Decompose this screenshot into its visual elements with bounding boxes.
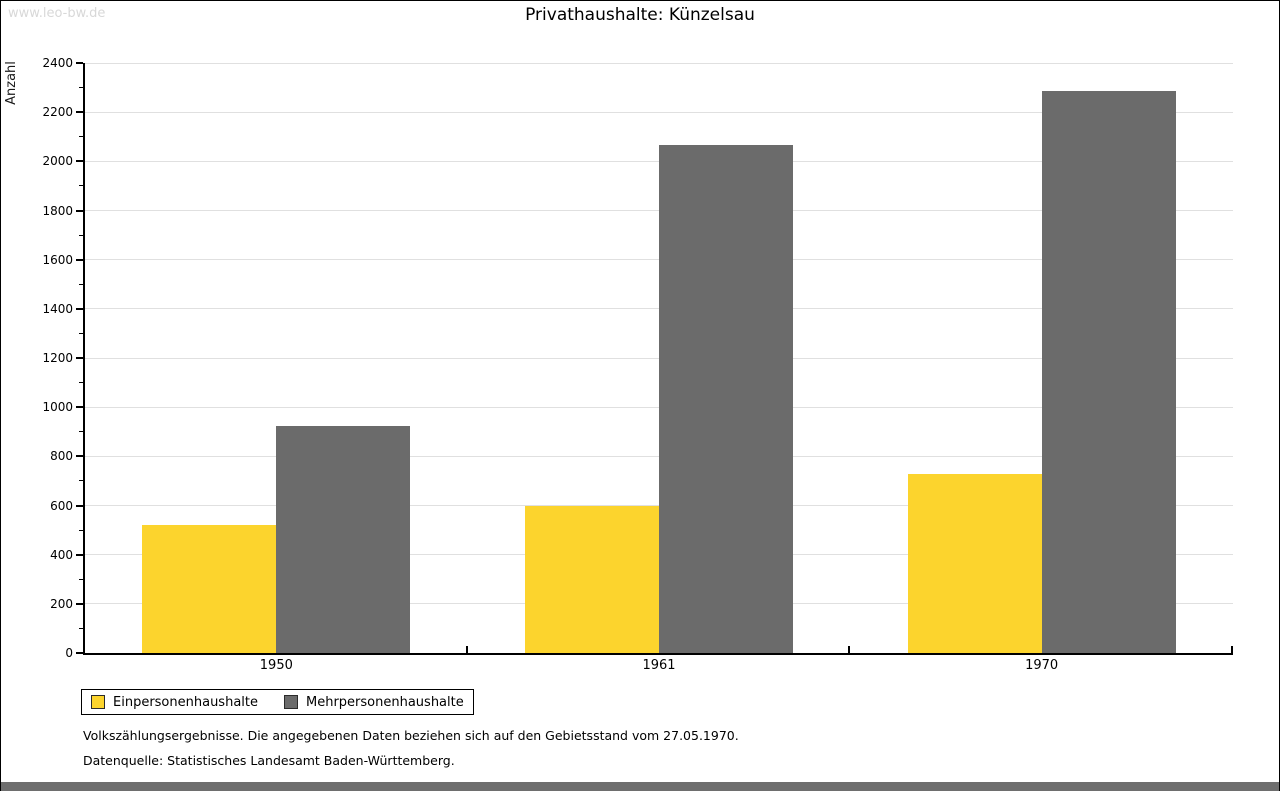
legend-box: Einpersonenhaushalte Mehrpersonenhaushal… [81, 689, 474, 715]
y-tick-minor-1100 [79, 382, 83, 384]
legend-item-einpersonenhaushalte: Einpersonenhaushalte [91, 695, 258, 710]
y-tick-minor-300 [79, 578, 83, 580]
y-tick-major-200 [76, 602, 83, 605]
y-tick-minor-1500 [79, 283, 83, 285]
y-tick-label-2200: 2200 [42, 105, 73, 120]
legend-label-einpersonenhaushalte: Einpersonenhaushalte [113, 694, 258, 710]
y-tick-label-1600: 1600 [42, 252, 73, 267]
y-tick-label-400: 400 [50, 547, 73, 562]
y-tick-label-600: 600 [50, 498, 73, 513]
y-tick-label-200: 200 [50, 596, 73, 611]
x-axis-label-1961: 1961 [642, 658, 676, 673]
y-tick-major-2400 [76, 62, 83, 64]
y-tick-minor-1300 [79, 332, 83, 334]
x-axis-line [83, 653, 1233, 655]
y-tick-major-2000 [76, 160, 83, 163]
y-tick-minor-100 [79, 627, 83, 629]
gridline-2200 [85, 111, 1233, 113]
y-tick-label-800: 800 [50, 449, 73, 464]
bar-einpersonenhaushalte-1961 [525, 505, 659, 653]
y-tick-minor-2300 [79, 87, 83, 89]
y-tick-minor-1700 [79, 234, 83, 236]
y-tick-label-1200: 1200 [42, 351, 73, 365]
y-tick-minor-1900 [79, 185, 83, 187]
y-axis-line [83, 63, 85, 653]
y-tick-major-1400 [76, 307, 83, 310]
legend-item-mehrpersonenhaushalte: Mehrpersonenhaushalte [284, 695, 464, 710]
y-tick-label-2400: 2400 [42, 56, 73, 70]
y-tick-major-1000 [76, 406, 83, 409]
y-tick-major-600 [76, 504, 83, 507]
y-tick-label-1400: 1400 [42, 301, 73, 316]
x-axis-label-1950: 1950 [259, 658, 293, 673]
y-tick-label-0: 0 [65, 646, 73, 660]
bar-mehrpersonenhaushalte-1950 [276, 425, 411, 653]
y-tick-minor-2100 [79, 136, 83, 138]
y-tick-major-1600 [76, 258, 83, 261]
y-tick-major-1200 [76, 357, 83, 359]
watermark: www.leo-bw.de [8, 6, 106, 21]
bar-einpersonenhaushalte-1950 [142, 525, 277, 653]
x-tick-3 [1231, 646, 1233, 653]
legend-swatch-einpersonenhaushalte [91, 695, 105, 709]
y-tick-major-800 [76, 455, 83, 458]
x-axis-label-1970: 1970 [1025, 658, 1059, 673]
x-tick-2 [848, 646, 851, 653]
y-tick-label-1800: 1800 [42, 203, 73, 218]
chart-title: Privathaushalte: Künzelsau [525, 5, 755, 25]
y-tick-label-1000: 1000 [42, 400, 73, 415]
legend-label-mehrpersonenhaushalte: Mehrpersonenhaushalte [306, 694, 464, 710]
footnote-line1: Volkszählungsergebnisse. Die angegebenen… [83, 728, 739, 743]
gridline-2400 [85, 62, 1233, 64]
y-tick-major-2200 [76, 111, 83, 114]
x-tick-1 [465, 646, 468, 653]
y-tick-major-1800 [76, 209, 83, 212]
y-tick-minor-700 [79, 480, 83, 482]
bottom-bar [1, 782, 1279, 791]
footnote-line2: Datenquelle: Statistisches Landesamt Bad… [83, 753, 455, 768]
y-tick-label-2000: 2000 [42, 154, 73, 169]
bar-mehrpersonenhaushalte-1961 [659, 145, 793, 653]
legend-swatch-mehrpersonenhaushalte [284, 695, 298, 709]
y-tick-minor-500 [79, 529, 83, 531]
bar-einpersonenhaushalte-1970 [907, 473, 1042, 653]
y-tick-minor-900 [79, 431, 83, 433]
y-tick-major-0 [76, 652, 83, 654]
bar-mehrpersonenhaushalte-1970 [1041, 91, 1176, 653]
y-tick-major-400 [76, 553, 83, 556]
